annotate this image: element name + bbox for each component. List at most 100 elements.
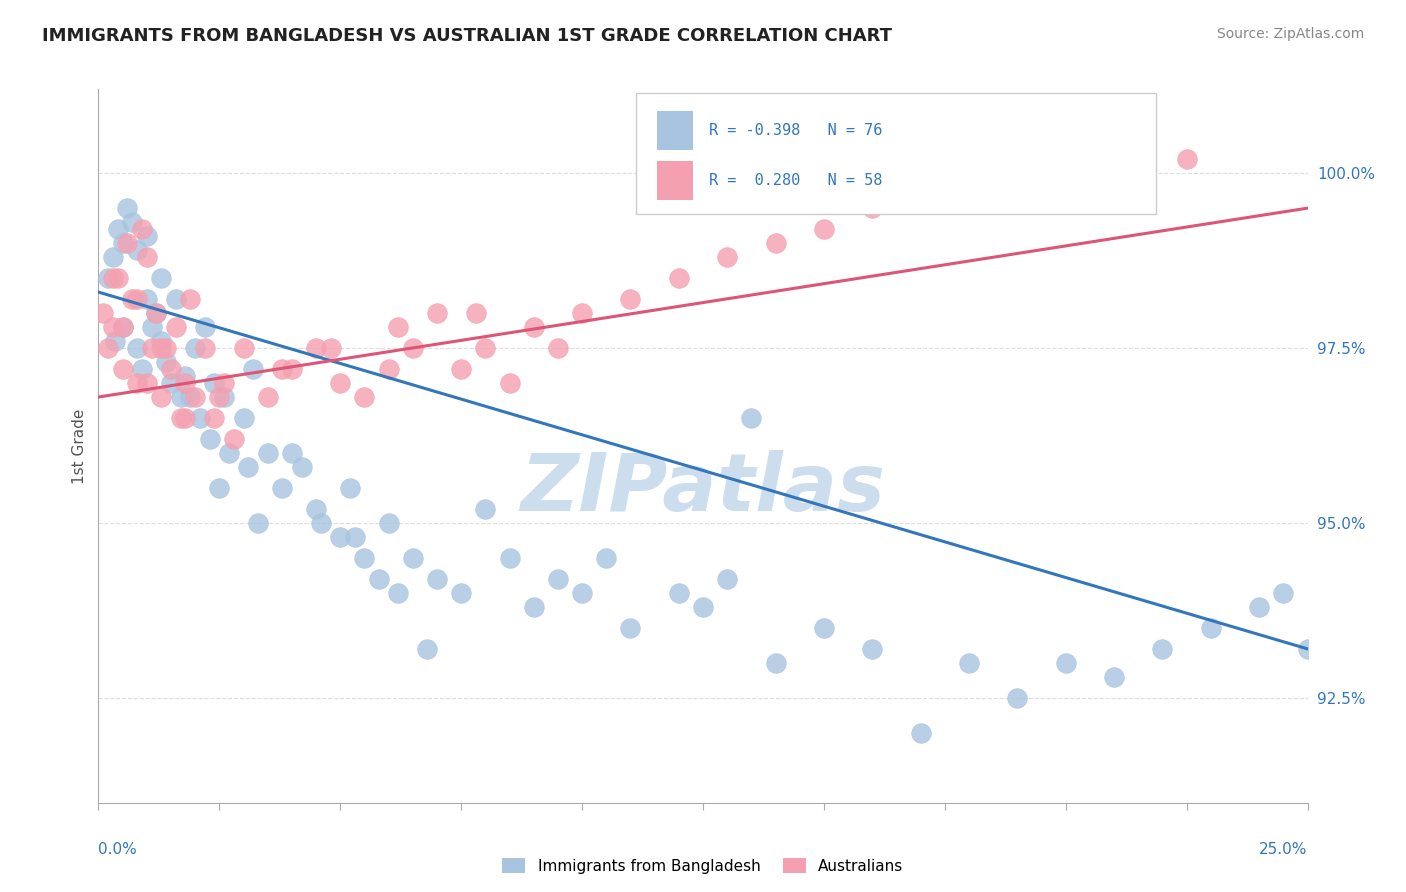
Point bbox=[184, 390, 207, 404]
Point bbox=[155, 341, 177, 355]
Point bbox=[716, 572, 738, 586]
Point bbox=[204, 376, 226, 390]
Point bbox=[547, 341, 569, 355]
Point bbox=[232, 341, 254, 355]
Text: IMMIGRANTS FROM BANGLADESH VS AUSTRALIAN 1ST GRADE CORRELATION CHART: IMMIGRANTS FROM BANGLADESH VS AUSTRALIAN… bbox=[42, 27, 893, 45]
Point bbox=[595, 550, 617, 565]
Point bbox=[813, 222, 835, 236]
Point bbox=[150, 341, 173, 355]
Point bbox=[141, 320, 163, 334]
Point bbox=[377, 362, 399, 376]
Point bbox=[242, 362, 264, 376]
Point bbox=[957, 656, 980, 670]
Point bbox=[1007, 690, 1029, 705]
FancyBboxPatch shape bbox=[637, 93, 1157, 214]
Point bbox=[107, 271, 129, 285]
Point bbox=[547, 572, 569, 586]
Point bbox=[104, 334, 127, 348]
Point bbox=[208, 390, 231, 404]
Point bbox=[111, 320, 134, 334]
Point bbox=[571, 306, 593, 320]
Point bbox=[97, 341, 120, 355]
Point bbox=[174, 369, 197, 384]
Point bbox=[450, 362, 472, 376]
Point bbox=[290, 460, 312, 475]
Point bbox=[111, 362, 134, 376]
Point bbox=[309, 516, 332, 530]
Point bbox=[238, 460, 260, 475]
Point bbox=[498, 550, 520, 565]
Point bbox=[212, 376, 235, 390]
Point bbox=[281, 362, 304, 376]
Point bbox=[319, 341, 342, 355]
Point bbox=[107, 222, 129, 236]
Point bbox=[165, 320, 187, 334]
Point bbox=[740, 411, 762, 425]
Point bbox=[692, 599, 714, 614]
Point bbox=[160, 376, 183, 390]
Point bbox=[716, 250, 738, 264]
Point bbox=[135, 292, 157, 306]
Point bbox=[127, 292, 149, 306]
Point bbox=[1054, 656, 1077, 670]
Point bbox=[387, 586, 409, 600]
Point bbox=[1102, 670, 1125, 684]
Point bbox=[150, 334, 173, 348]
Point bbox=[271, 362, 294, 376]
Point bbox=[1152, 641, 1174, 656]
Point bbox=[111, 236, 134, 251]
Point bbox=[179, 292, 201, 306]
Y-axis label: 1st Grade: 1st Grade bbox=[72, 409, 87, 483]
Point bbox=[402, 341, 425, 355]
Point bbox=[329, 530, 352, 544]
Point bbox=[155, 355, 177, 369]
Text: ZIPatlas: ZIPatlas bbox=[520, 450, 886, 528]
Point bbox=[117, 201, 139, 215]
Point bbox=[339, 481, 361, 495]
Point bbox=[426, 572, 449, 586]
Point bbox=[194, 320, 217, 334]
Point bbox=[150, 271, 173, 285]
Point bbox=[416, 641, 439, 656]
Point bbox=[765, 656, 787, 670]
Point bbox=[305, 502, 328, 516]
Point bbox=[111, 320, 134, 334]
Point bbox=[353, 390, 375, 404]
Point bbox=[305, 341, 328, 355]
Point bbox=[910, 726, 932, 740]
Legend: Immigrants from Bangladesh, Australians: Immigrants from Bangladesh, Australians bbox=[496, 852, 910, 880]
Point bbox=[208, 481, 231, 495]
Point bbox=[121, 292, 143, 306]
Point bbox=[184, 341, 207, 355]
Point bbox=[860, 201, 883, 215]
Point bbox=[212, 390, 235, 404]
Point bbox=[523, 320, 546, 334]
Point bbox=[256, 390, 278, 404]
Point bbox=[329, 376, 352, 390]
Point bbox=[281, 446, 304, 460]
Point bbox=[169, 411, 191, 425]
Point bbox=[619, 292, 641, 306]
Point bbox=[247, 516, 270, 530]
Point bbox=[97, 271, 120, 285]
Point bbox=[474, 341, 496, 355]
Point bbox=[141, 341, 163, 355]
Point bbox=[127, 376, 149, 390]
Bar bbox=[657, 111, 693, 150]
Point bbox=[169, 390, 191, 404]
Point bbox=[271, 481, 294, 495]
Point bbox=[387, 320, 409, 334]
Point bbox=[121, 215, 143, 229]
Point bbox=[353, 550, 375, 565]
Point bbox=[198, 432, 221, 446]
Point bbox=[813, 621, 835, 635]
Point bbox=[1296, 641, 1319, 656]
Point bbox=[1175, 152, 1198, 166]
Point bbox=[145, 306, 167, 320]
Point bbox=[194, 341, 217, 355]
Point bbox=[232, 411, 254, 425]
Point bbox=[860, 641, 883, 656]
Point bbox=[619, 621, 641, 635]
Point bbox=[377, 516, 399, 530]
Point bbox=[131, 222, 153, 236]
